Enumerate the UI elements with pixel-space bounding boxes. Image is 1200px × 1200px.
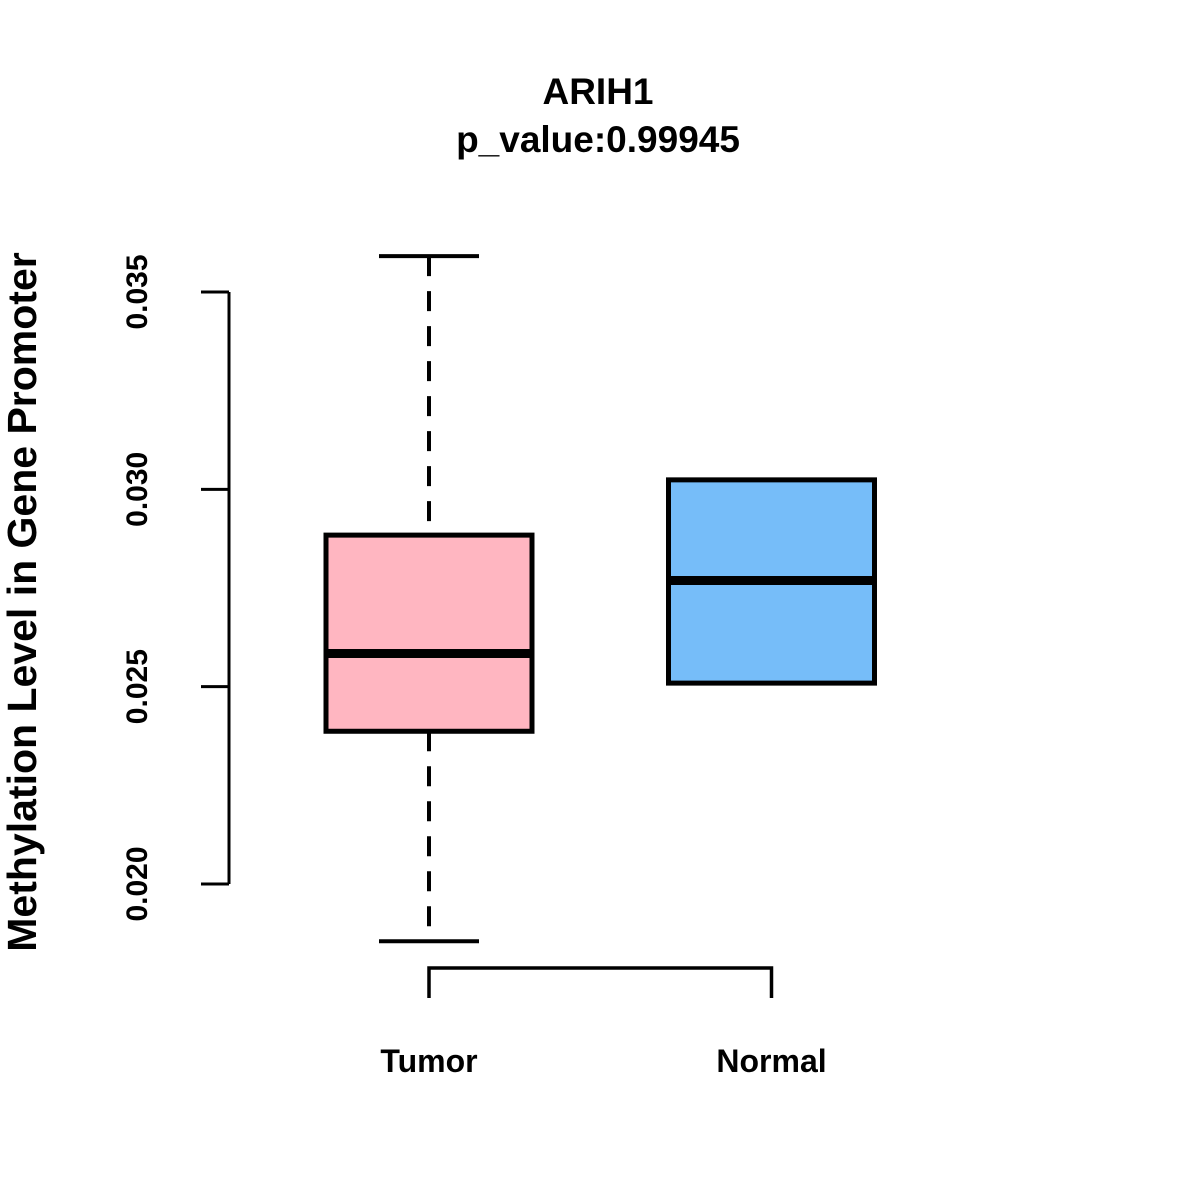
chart-subtitle-pvalue: p_value:0.99945 [456, 119, 740, 160]
y-axis-label: Methylation Level in Gene Promoter [0, 252, 45, 951]
y-tick-label-0035: 0.035 [121, 254, 154, 329]
x-label-tumor: Tumor [380, 1043, 477, 1079]
box-tumor [323, 532, 535, 734]
chart-title: ARIH1 [542, 71, 653, 112]
y-tick-label-0025: 0.025 [121, 649, 154, 724]
y-tick-label-0020: 0.020 [121, 846, 154, 921]
x-axis-bracket [427, 966, 774, 998]
y-tick-label-0030: 0.030 [121, 452, 154, 527]
x-label-normal: Normal [716, 1043, 826, 1079]
